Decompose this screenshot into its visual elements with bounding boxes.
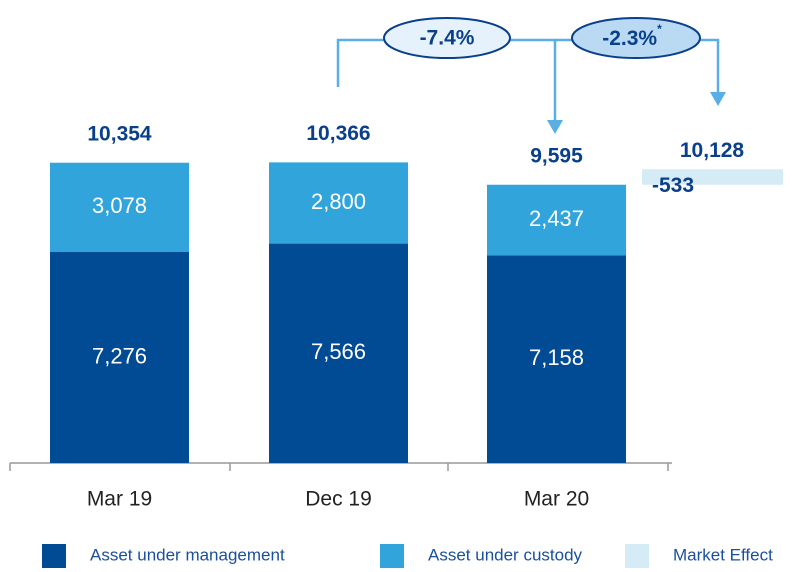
- annotation-text: -2.3%: [602, 27, 657, 50]
- arrow-head: [547, 120, 563, 134]
- value-label: 7,566: [311, 339, 366, 364]
- value-label: 7,158: [529, 345, 584, 370]
- annotation-note: *: [657, 22, 662, 36]
- annotation: -7.4%: [420, 27, 475, 50]
- value-label: 2,437: [529, 206, 584, 231]
- arrow-head: [710, 92, 726, 106]
- legend-label: Market Effect: [673, 545, 773, 564]
- bar-segment: [269, 243, 408, 463]
- x-tick-label: Mar 20: [524, 488, 589, 511]
- value-label: 2,800: [311, 189, 366, 214]
- bar-segment: [487, 255, 626, 463]
- bar-segment: [269, 162, 408, 244]
- total-label: 10,366: [306, 122, 370, 145]
- bar-segment: [50, 162, 189, 252]
- bar-segment: [50, 251, 189, 463]
- legend-swatch: [42, 544, 66, 568]
- market-effect-label: -533: [652, 174, 694, 197]
- value-label: 3,078: [92, 193, 147, 218]
- annotation: -2.3%*: [602, 22, 662, 49]
- x-tick-label: Mar 19: [87, 488, 152, 511]
- annotation-bubble: [571, 17, 701, 59]
- legend-label: Asset under management: [90, 545, 285, 564]
- value-label: 7,276: [92, 343, 147, 368]
- market-effect-bar: [642, 169, 783, 185]
- legend-label: Asset under custody: [428, 545, 583, 564]
- bar-segment: [487, 184, 626, 256]
- connectors: -7.4% -2.3%*: [336, 17, 726, 134]
- annotation-bubble: [383, 17, 511, 59]
- legend-swatch: [380, 544, 404, 568]
- x-tick-label: Dec 19: [305, 488, 372, 511]
- total-label: 10,354: [87, 122, 152, 145]
- legend-swatch: [625, 544, 649, 568]
- total-label: 9,595: [530, 144, 583, 167]
- market-effect-total: 10,128: [680, 139, 745, 162]
